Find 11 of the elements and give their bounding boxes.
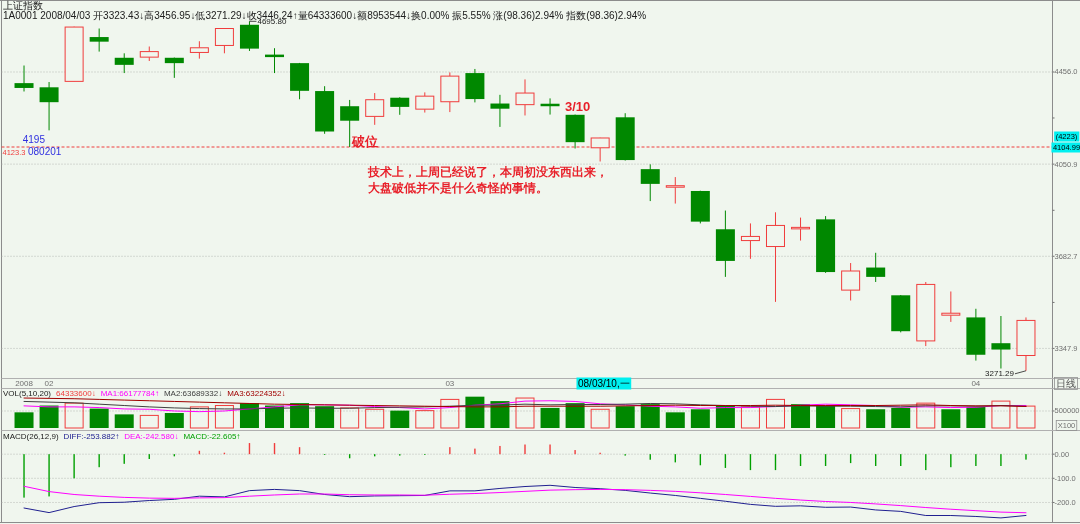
annotation: 日线 (1054, 377, 1078, 390)
annotation: 4195 (22, 133, 45, 145)
annotation: 080201 (28, 145, 62, 157)
title: VOL(5,10,20) (3, 388, 52, 398)
annotation: 技术上，上周已经说了，本周初没东西出来， (368, 166, 608, 178)
annotation: 3/10 (565, 98, 591, 114)
title: 上证指数 (3, 0, 43, 11)
annotation: 破位 (352, 133, 378, 149)
annotation: 3271.29 (985, 369, 1014, 379)
annotation: 大盘破低并不是什么奇怪的事情。 (368, 182, 548, 194)
title: MACD(26,12,9) (3, 431, 59, 441)
